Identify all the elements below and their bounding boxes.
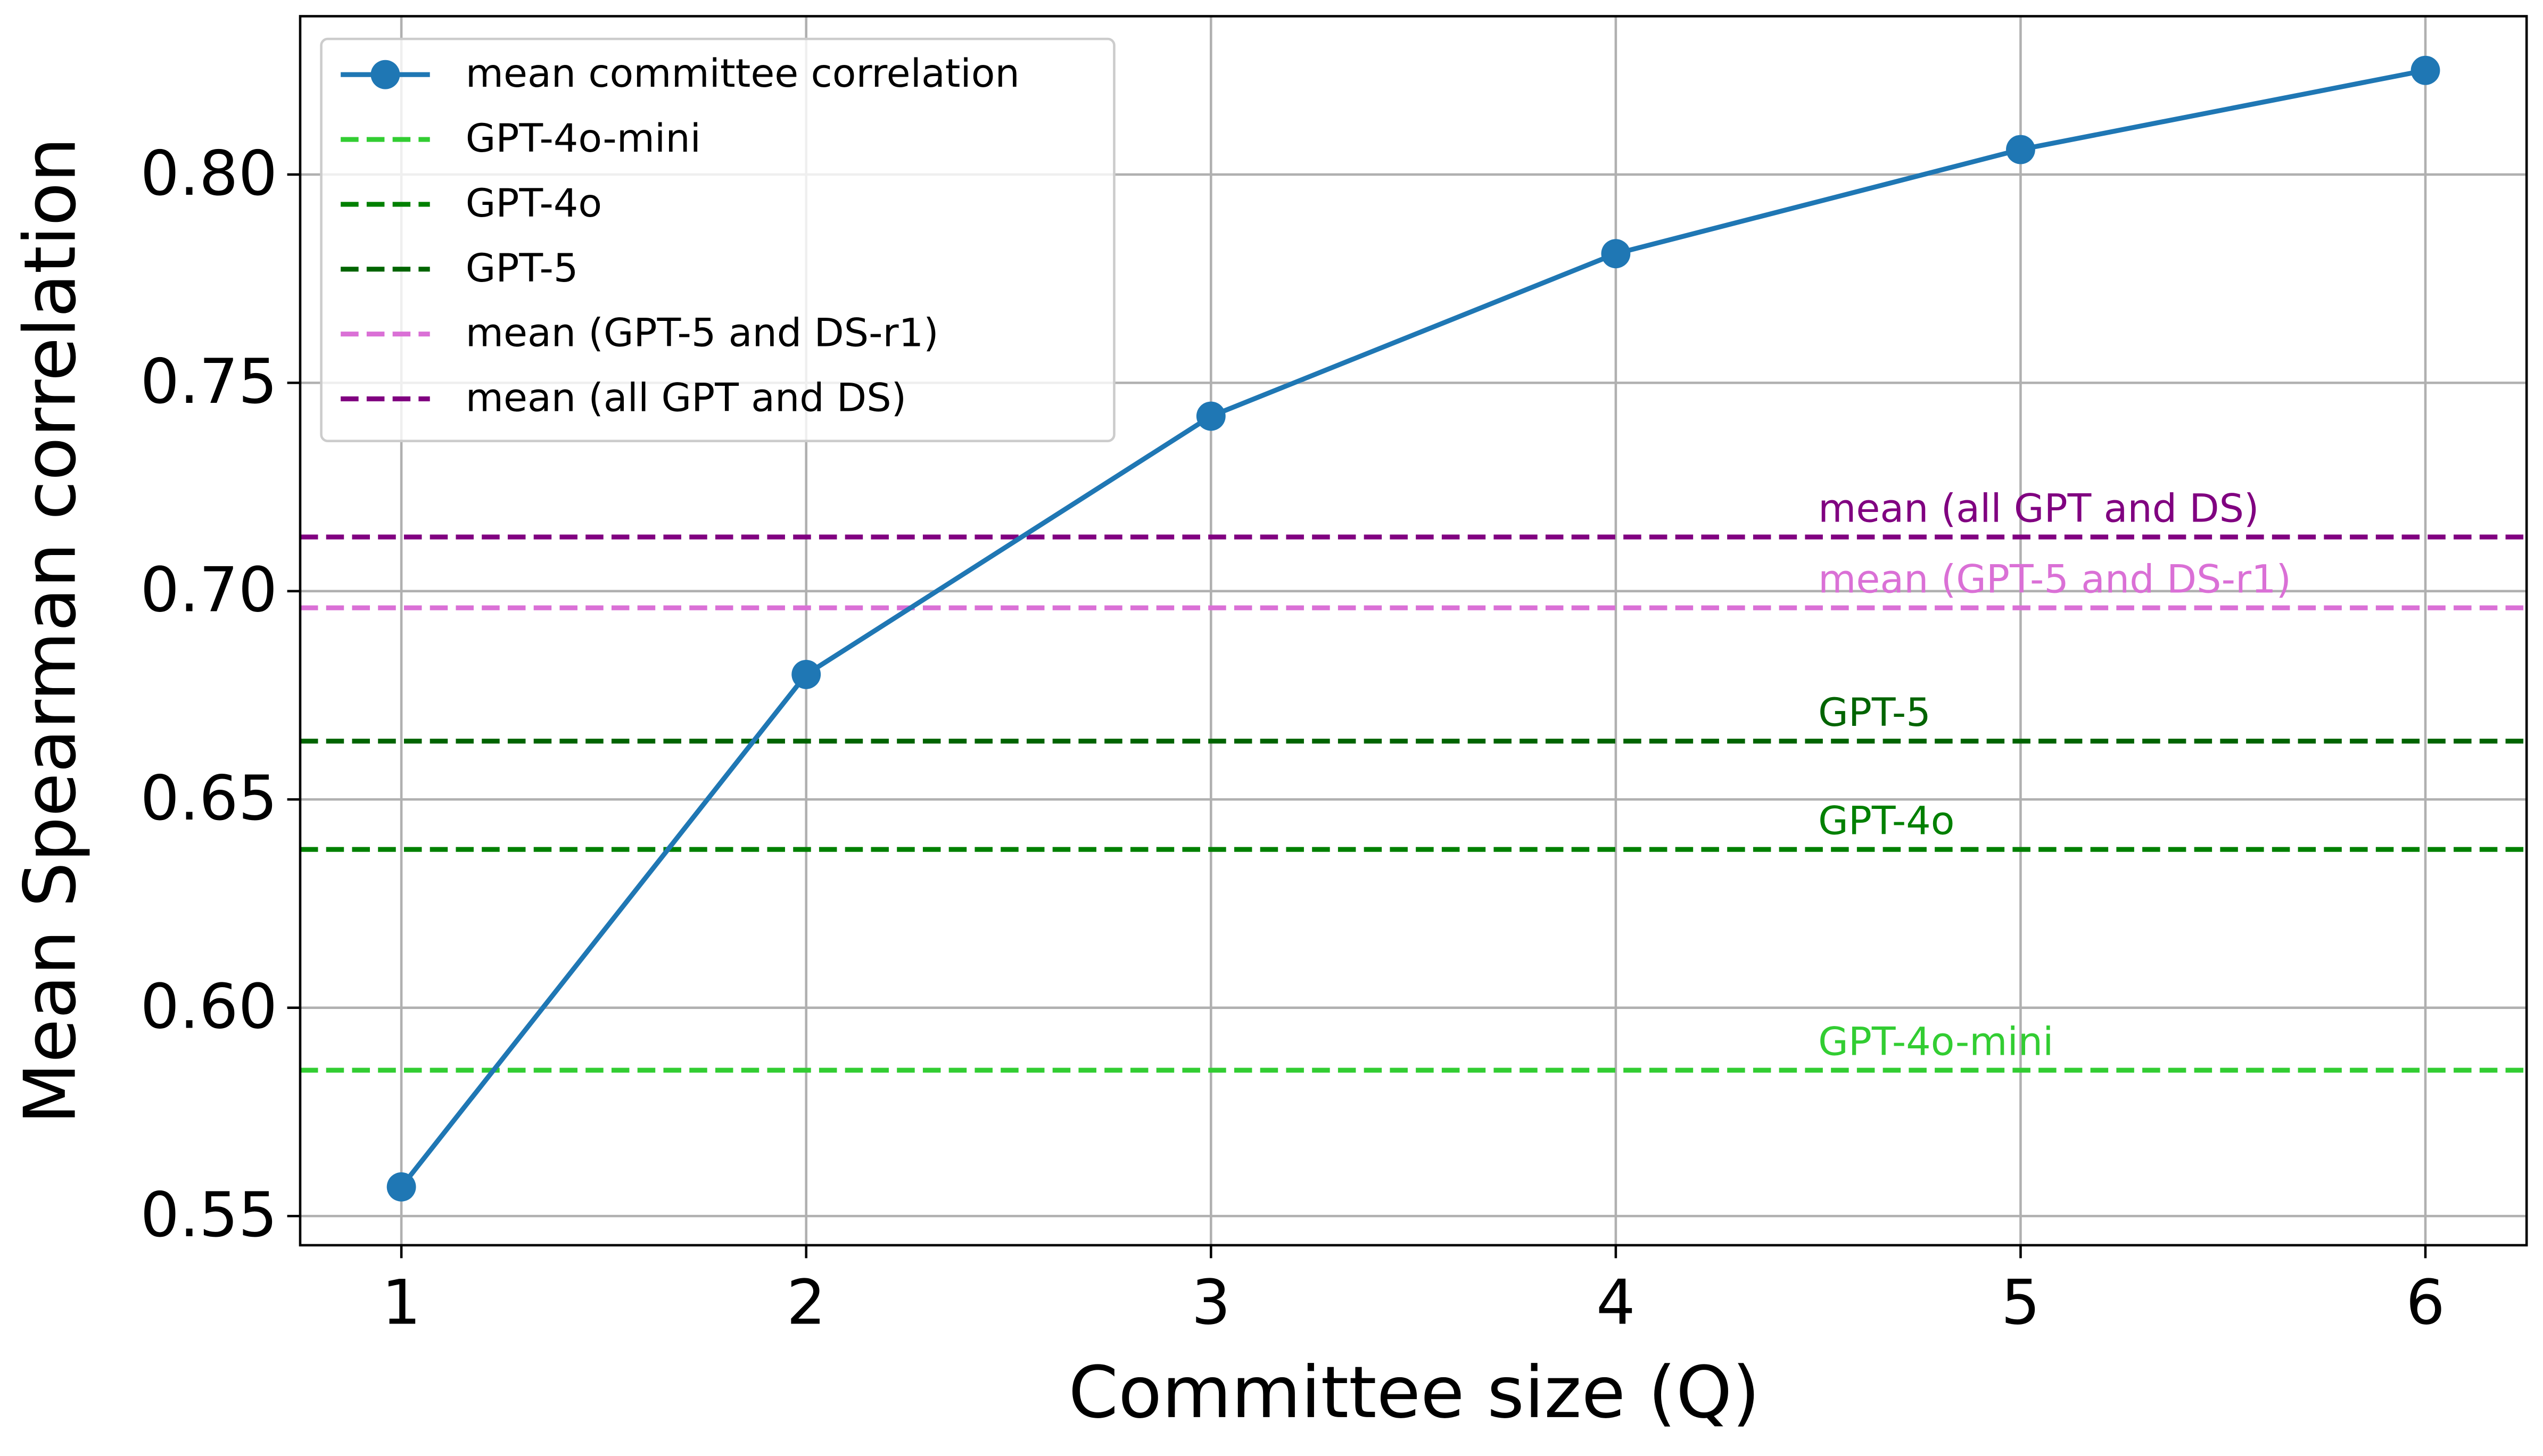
x-tick-label: 4 (1596, 1267, 1636, 1338)
reference-label: GPT-4o-mini (1818, 1019, 2053, 1064)
data-point (1601, 239, 1631, 269)
x-tick-label: 3 (1191, 1267, 1231, 1338)
data-point (1196, 401, 1226, 431)
y-tick-label: 0.60 (141, 972, 278, 1043)
data-point (791, 659, 821, 689)
y-tick-label: 0.80 (141, 138, 278, 210)
x-tick-label: 1 (382, 1267, 421, 1338)
data-point (386, 1172, 416, 1202)
y-tick-label: 0.75 (141, 346, 278, 418)
legend-label: GPT-5 (466, 246, 579, 291)
legend-label: GPT-4o (466, 181, 602, 226)
legend-label: mean (all GPT and DS) (466, 376, 906, 421)
legend-label: mean committee correlation (466, 51, 1020, 96)
reference-label: GPT-4o (1818, 798, 1954, 843)
legend: mean committee correlation GPT-4o-mini GPT… (320, 37, 1116, 443)
x-tick-label: 6 (2406, 1267, 2445, 1338)
series-line (399, 68, 2426, 1189)
x-axis-label: Committee size (Q) (1068, 1351, 1760, 1434)
reference-label: mean (GPT-5 and DS-r1) (1818, 557, 2291, 602)
x-tick-label: 5 (2001, 1267, 2041, 1338)
y-tick-label: 0.70 (141, 555, 278, 626)
x-tick-label: 2 (787, 1267, 826, 1338)
plot-frame (299, 15, 2528, 1247)
y-tick-label: 0.65 (141, 763, 278, 834)
y-axis-label: Mean Spearman correlation (9, 137, 92, 1124)
data-point (2410, 55, 2440, 85)
legend-label: mean (GPT-5 and DS-r1) (466, 311, 939, 356)
reference-label: mean (all GPT and DS) (1818, 486, 2259, 531)
legend-marker (370, 60, 400, 89)
y-tick-label: 0.55 (141, 1180, 278, 1251)
reference-label: GPT-5 (1818, 690, 1931, 735)
legend-label: GPT-4o-mini (466, 116, 701, 161)
legend-box (320, 37, 1116, 443)
data-point (2006, 135, 2035, 164)
